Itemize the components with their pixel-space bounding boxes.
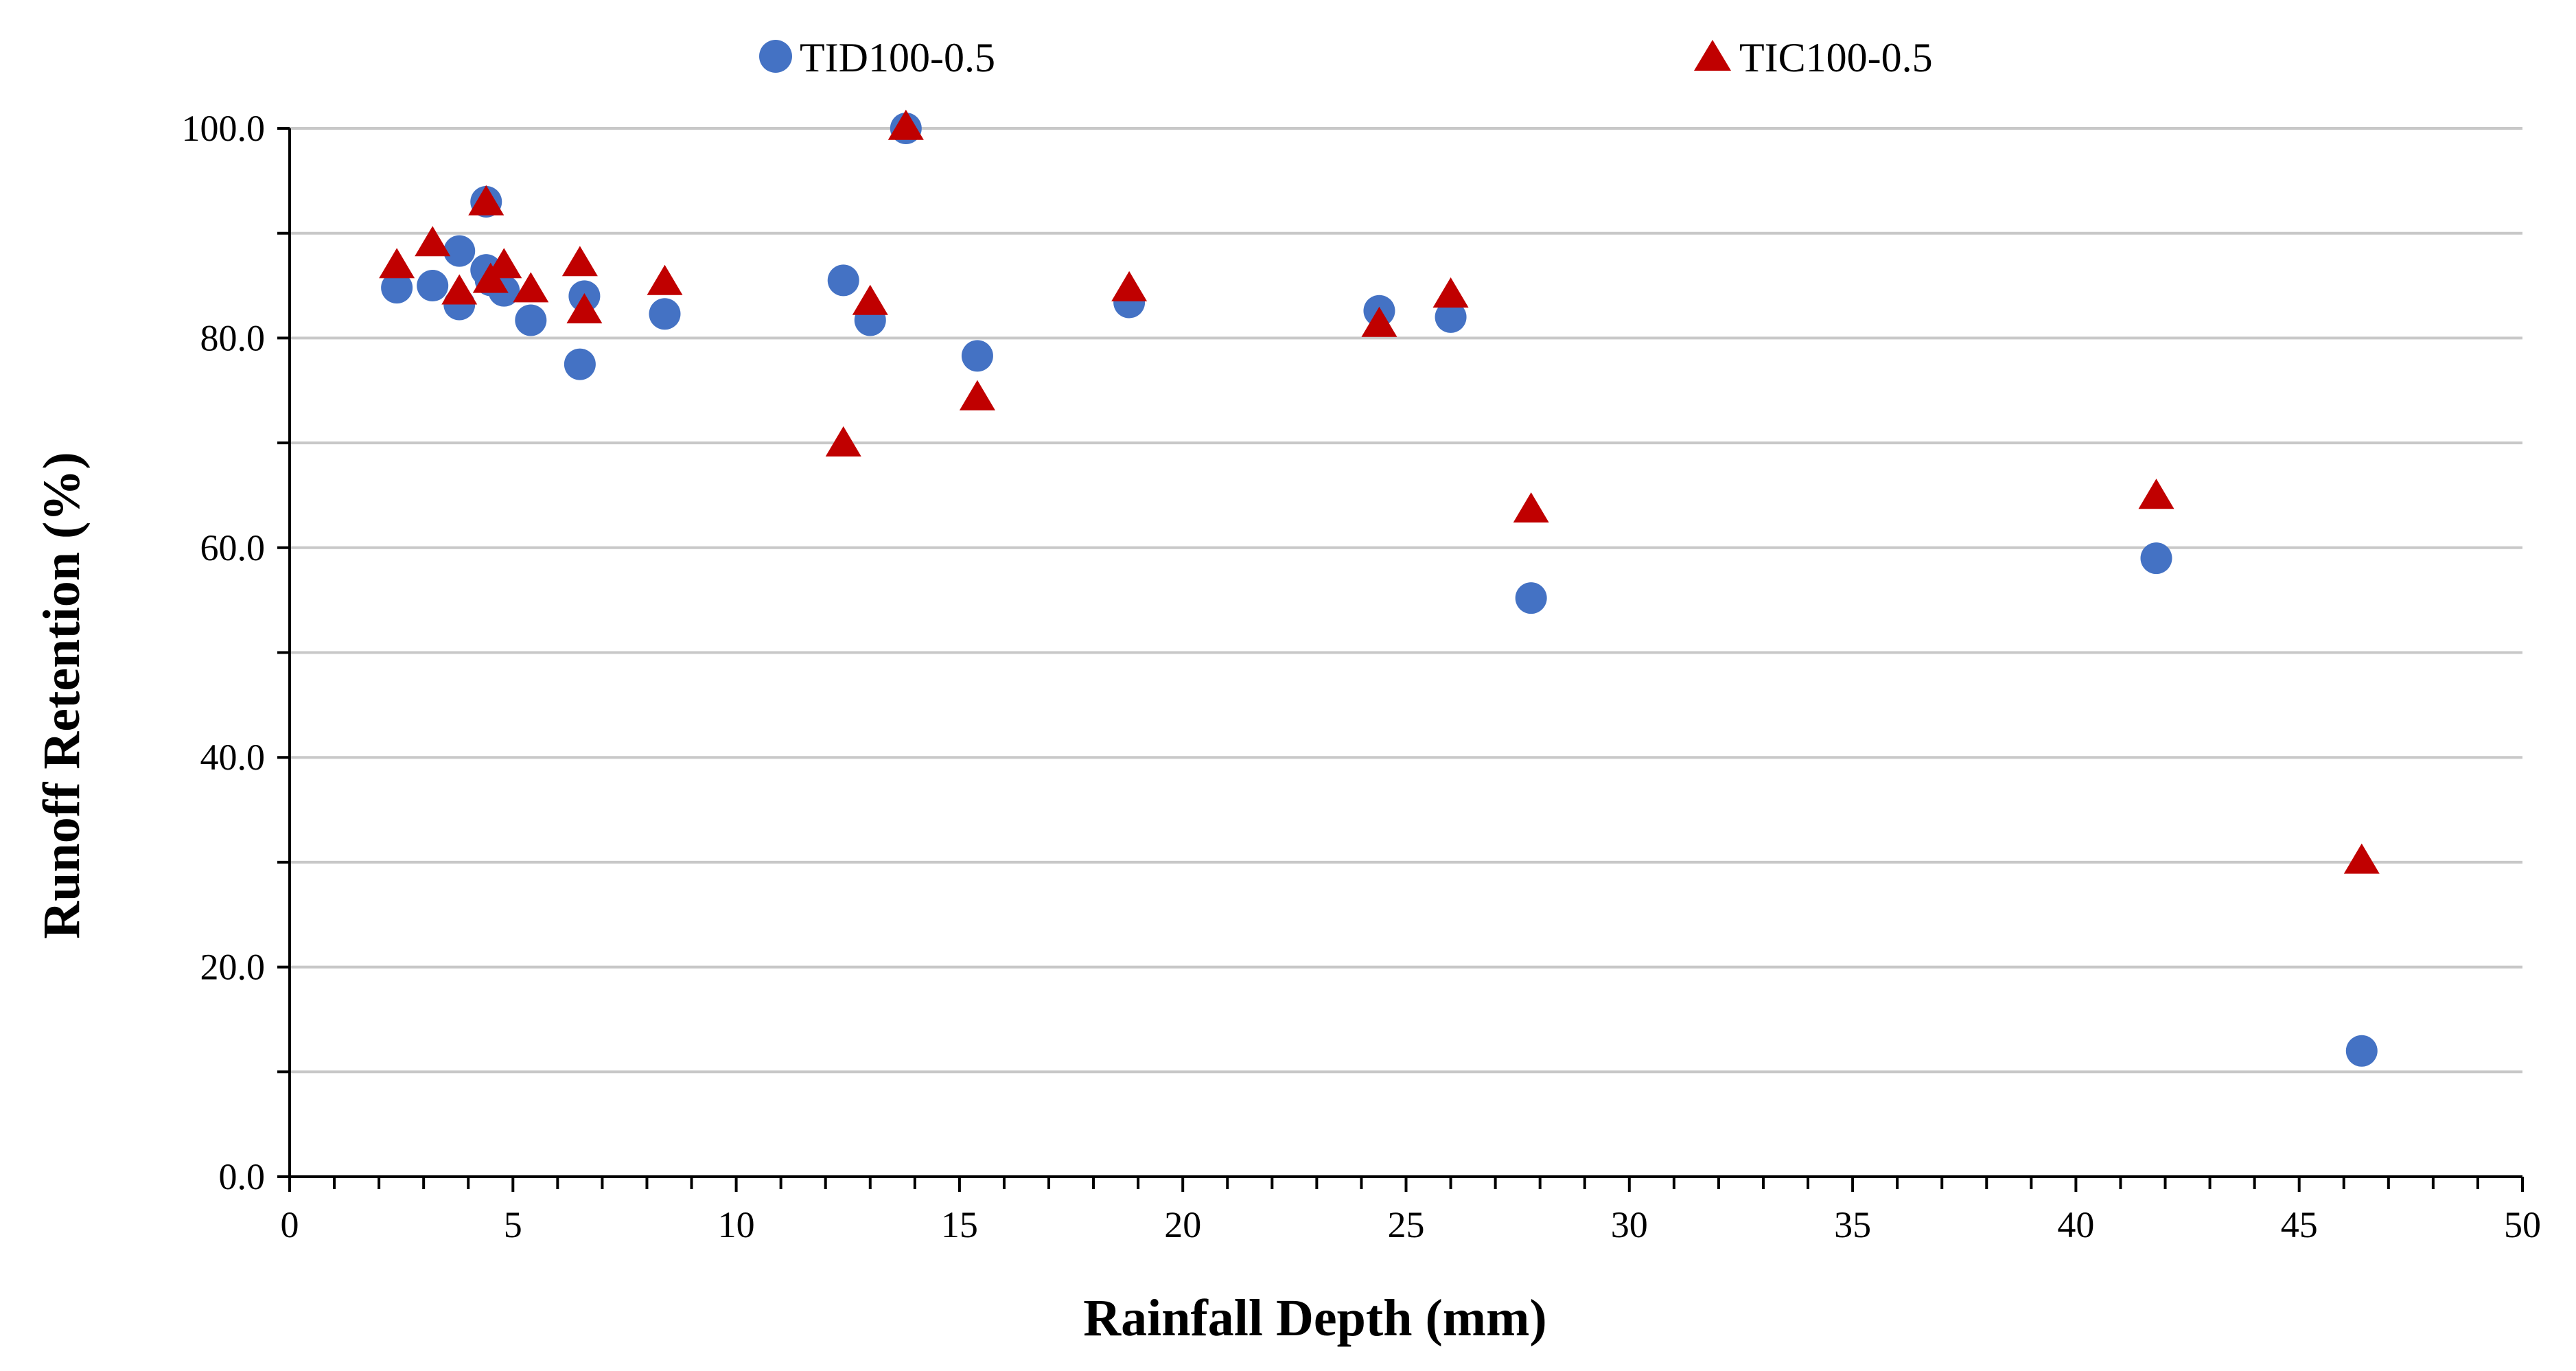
legend-marker-triangle-icon — [1694, 40, 1731, 71]
data-point-triangle — [468, 185, 504, 216]
x-tick-label: 50 — [2504, 1204, 2541, 1245]
series-tid100-0-5 — [381, 113, 2378, 1067]
data-point-triangle — [959, 380, 995, 411]
gridlines — [290, 127, 2522, 1074]
x-tick-label: 15 — [941, 1204, 978, 1245]
data-point-circle — [2140, 542, 2172, 575]
data-point-triangle — [887, 109, 924, 140]
data-point-triangle — [1111, 270, 1148, 301]
data-point-triangle — [486, 248, 522, 279]
data-point-triangle — [825, 426, 861, 457]
data-point-circle — [649, 298, 681, 330]
y-tick-label: 80.0 — [200, 317, 266, 358]
legend-marker-circle-icon — [759, 40, 792, 73]
x-tick-label: 10 — [718, 1204, 755, 1245]
x-tick-label: 0 — [281, 1204, 299, 1245]
data-point-circle — [2345, 1035, 2378, 1067]
x-tick-label: 30 — [1611, 1204, 1648, 1245]
axes — [277, 127, 2524, 1192]
legend-label-tid: TID100-0.5 — [800, 35, 995, 80]
data-point-triangle — [1513, 492, 1549, 523]
data-point-triangle — [647, 264, 683, 295]
x-tick-label: 20 — [1164, 1204, 1201, 1245]
data-point-circle — [1435, 301, 1467, 333]
data-point-circle — [443, 235, 476, 267]
legend-item-tid[interactable]: TID100-0.5 — [759, 35, 995, 80]
data-point-triangle — [2343, 843, 2380, 874]
data-point-circle — [564, 348, 596, 380]
data-point-triangle — [379, 248, 415, 279]
y-tick-label: 20.0 — [200, 947, 266, 988]
y-tick-label: 0.0 — [219, 1156, 266, 1197]
data-point-triangle — [415, 226, 451, 257]
data-point-circle — [1515, 582, 1547, 614]
data-point-circle — [417, 270, 449, 302]
data-point-triangle — [2138, 479, 2174, 509]
y-tick-label: 60.0 — [200, 527, 266, 568]
data-point-circle — [381, 272, 413, 304]
y-tick-label: 100.0 — [182, 108, 266, 149]
x-tick-label: 40 — [2057, 1204, 2094, 1245]
x-tick-label: 45 — [2281, 1204, 2318, 1245]
x-axis-title: Rainfall Depth (mm) — [1083, 1289, 1547, 1347]
data-point-triangle — [561, 246, 598, 277]
y-tick-label: 40.0 — [200, 737, 266, 778]
data-point-triangle — [513, 272, 549, 303]
x-tick-label: 5 — [504, 1204, 522, 1245]
y-axis-title: Runoff Retention (%) — [33, 452, 91, 938]
legend-item-tic[interactable]: TIC100-0.5 — [1694, 35, 1933, 80]
data-point-triangle — [1361, 306, 1397, 337]
data-points — [379, 109, 2380, 1067]
data-point-triangle — [852, 284, 888, 315]
x-tick-label: 25 — [1388, 1204, 1425, 1245]
data-point-circle — [827, 264, 859, 297]
x-tick-label: 35 — [1834, 1204, 1871, 1245]
data-point-triangle — [441, 274, 478, 305]
data-point-circle — [961, 340, 993, 372]
data-point-triangle — [1432, 277, 1469, 308]
series-tic100-0-5 — [379, 109, 2380, 874]
x-tick-labels: 0 5 10 15 20 25 30 35 40 45 50 — [281, 1204, 2542, 1245]
data-point-triangle — [566, 292, 603, 323]
legend-label-tic: TIC100-0.5 — [1739, 35, 1933, 80]
legend: TID100-0.5 TIC100-0.5 — [759, 35, 1933, 80]
y-tick-labels: 0.0 20.0 40.0 60.0 80.0 100.0 — [182, 108, 266, 1197]
data-point-circle — [515, 304, 547, 336]
